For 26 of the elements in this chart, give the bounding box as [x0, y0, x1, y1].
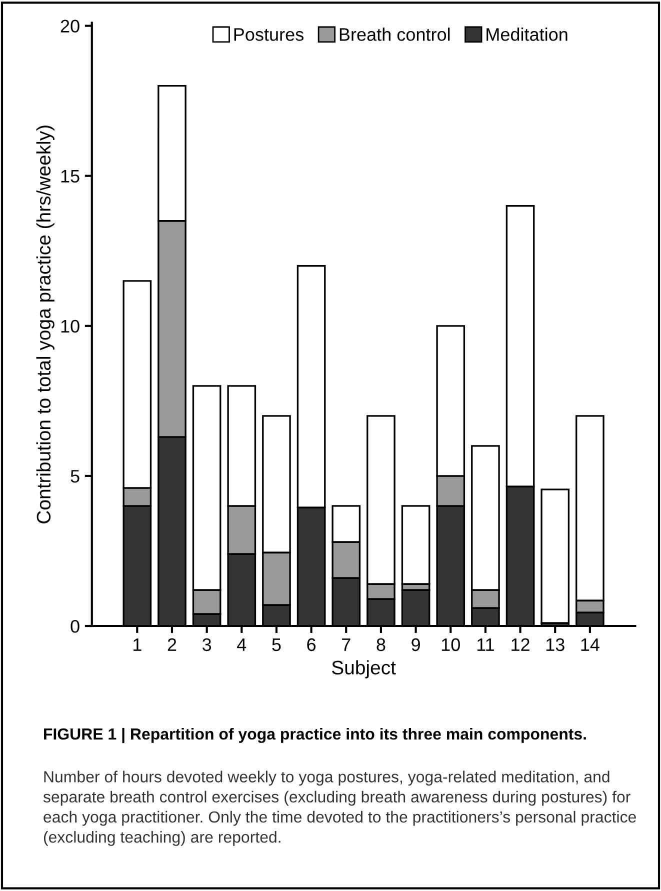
- y-tick-label: 5: [70, 470, 80, 483]
- x-tick-label: 7: [342, 638, 350, 651]
- x-tick-label: 1: [134, 638, 142, 651]
- x-tick-label: 14: [581, 638, 600, 651]
- x-tick-label: 11: [477, 638, 494, 651]
- x-tick-label: 6: [307, 638, 316, 652]
- x-tick-label: 9: [412, 638, 420, 652]
- x-tick-label: 5: [272, 638, 281, 652]
- y-tick-label: 15: [61, 170, 80, 183]
- x-tick-label: 8: [376, 638, 386, 652]
- x-tick-label: 4: [237, 638, 246, 651]
- legend-label: Postures: [234, 28, 304, 41]
- legend-label: Meditation: [486, 28, 568, 41]
- legend-label: Breath control: [340, 28, 450, 41]
- x-tick-label: 10: [442, 638, 460, 652]
- x-axis-title: Subject: [332, 660, 396, 678]
- text: Number of hours devoted weekly to yoga postures, yoga-related meditation, and separate breath control exercises (excluding breath awareness during postures) for each yoga practitioner. Only the time devoted to the practitioners’s personal practice (excluding teaching) are reported.: [43, 770, 636, 846]
- x-tick-label: 13: [546, 638, 564, 652]
- x-tick-label: 3: [202, 638, 212, 652]
- x-tick-label: 12: [512, 638, 530, 651]
- y-tick-label: 20: [60, 20, 80, 33]
- text: FIGURE 1 | Repartition of yoga practice into its three main components.: [44, 728, 586, 744]
- y-tick-label: 10: [61, 320, 80, 333]
- y-axis-title: Contribution to total yoga practice (hrs/weekly): [36, 126, 54, 524]
- x-tick-label: 2: [168, 638, 176, 651]
- y-tick-label: 0: [70, 620, 80, 633]
